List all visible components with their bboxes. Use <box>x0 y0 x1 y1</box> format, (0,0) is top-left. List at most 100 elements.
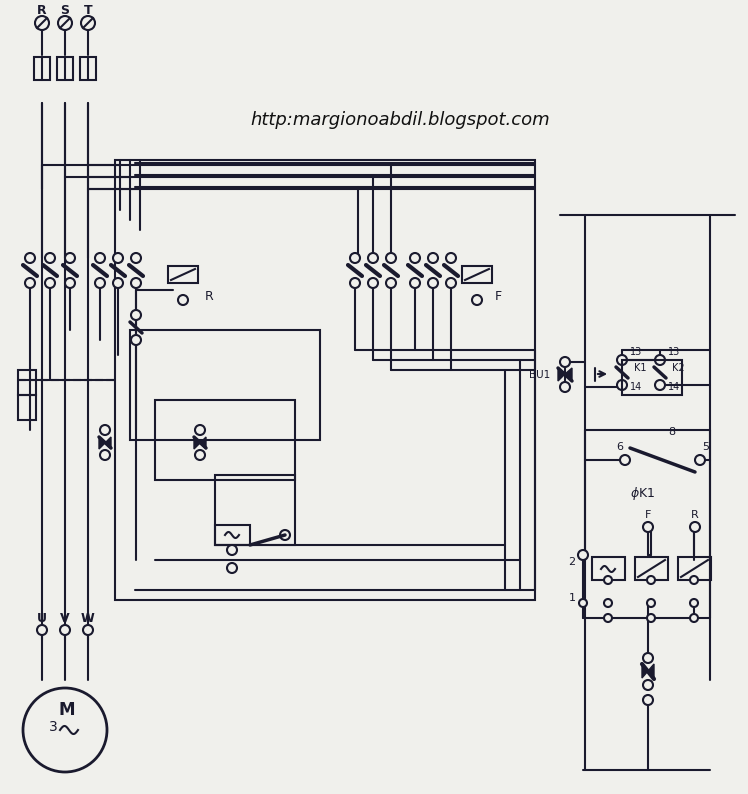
Text: 1: 1 <box>568 593 575 603</box>
Circle shape <box>643 522 653 532</box>
Bar <box>18 370 36 395</box>
Circle shape <box>647 576 655 584</box>
Circle shape <box>643 680 653 690</box>
Polygon shape <box>558 368 565 381</box>
Circle shape <box>113 253 123 263</box>
Text: T: T <box>84 3 92 17</box>
Circle shape <box>95 253 105 263</box>
Text: 3: 3 <box>49 720 58 734</box>
Circle shape <box>195 450 205 460</box>
Circle shape <box>446 278 456 288</box>
Circle shape <box>25 278 35 288</box>
Circle shape <box>560 382 570 392</box>
Circle shape <box>604 599 612 607</box>
Text: BU1: BU1 <box>529 370 550 380</box>
Circle shape <box>37 625 47 635</box>
Circle shape <box>690 576 698 584</box>
Circle shape <box>65 253 75 263</box>
Circle shape <box>386 253 396 263</box>
Circle shape <box>45 278 55 288</box>
Circle shape <box>227 545 237 555</box>
Circle shape <box>95 278 105 288</box>
Circle shape <box>643 695 653 705</box>
Bar <box>57 57 73 80</box>
Polygon shape <box>194 437 200 449</box>
Circle shape <box>647 599 655 607</box>
Circle shape <box>25 253 35 263</box>
Circle shape <box>368 253 378 263</box>
Circle shape <box>65 278 75 288</box>
Circle shape <box>131 278 141 288</box>
Bar <box>130 330 320 440</box>
Text: U: U <box>37 611 47 625</box>
Circle shape <box>45 253 55 263</box>
Circle shape <box>560 357 570 367</box>
Circle shape <box>100 450 110 460</box>
Circle shape <box>410 278 420 288</box>
Circle shape <box>446 253 456 263</box>
Circle shape <box>131 253 141 263</box>
Bar <box>215 525 250 545</box>
Circle shape <box>60 625 70 635</box>
Bar <box>678 557 711 580</box>
Circle shape <box>643 653 653 663</box>
Bar <box>622 360 682 395</box>
Circle shape <box>35 16 49 30</box>
Bar <box>18 395 36 420</box>
Bar <box>462 266 492 283</box>
Circle shape <box>472 295 482 305</box>
Text: $\phi$K1: $\phi$K1 <box>631 485 655 503</box>
Circle shape <box>579 599 587 607</box>
Circle shape <box>58 16 72 30</box>
Circle shape <box>227 563 237 573</box>
Circle shape <box>690 599 698 607</box>
Circle shape <box>195 425 205 435</box>
Circle shape <box>620 455 630 465</box>
Circle shape <box>690 614 698 622</box>
Circle shape <box>386 278 396 288</box>
Circle shape <box>647 614 655 622</box>
Circle shape <box>280 530 290 540</box>
Text: M: M <box>59 701 76 719</box>
Circle shape <box>350 253 360 263</box>
Polygon shape <box>565 368 572 381</box>
Polygon shape <box>642 664 648 678</box>
Circle shape <box>368 278 378 288</box>
Circle shape <box>617 355 627 365</box>
Polygon shape <box>648 664 654 678</box>
Text: 14: 14 <box>668 382 680 392</box>
Circle shape <box>428 278 438 288</box>
Circle shape <box>695 455 705 465</box>
Text: 14: 14 <box>630 382 643 392</box>
Circle shape <box>113 278 123 288</box>
Text: 2: 2 <box>568 557 575 567</box>
Text: 6: 6 <box>616 442 624 452</box>
Circle shape <box>83 625 93 635</box>
Text: K2: K2 <box>672 363 684 373</box>
Circle shape <box>690 522 700 532</box>
Circle shape <box>131 310 141 320</box>
Bar <box>635 557 668 580</box>
Circle shape <box>100 425 110 435</box>
Bar <box>592 557 625 580</box>
Text: F: F <box>645 510 652 520</box>
Circle shape <box>350 278 360 288</box>
Circle shape <box>428 253 438 263</box>
Text: R: R <box>205 290 214 303</box>
Bar <box>115 160 535 600</box>
Circle shape <box>578 550 588 560</box>
Text: http:margionoabdil.blogspot.com: http:margionoabdil.blogspot.com <box>250 111 550 129</box>
Text: R: R <box>691 510 699 520</box>
Bar <box>80 57 96 80</box>
Circle shape <box>81 16 95 30</box>
Text: 13: 13 <box>668 347 680 357</box>
Circle shape <box>617 380 627 390</box>
Bar <box>215 475 295 545</box>
Circle shape <box>178 295 188 305</box>
Polygon shape <box>200 437 206 449</box>
Circle shape <box>655 355 665 365</box>
Circle shape <box>604 576 612 584</box>
Polygon shape <box>105 437 111 449</box>
Circle shape <box>131 335 141 345</box>
Text: R: R <box>37 3 47 17</box>
